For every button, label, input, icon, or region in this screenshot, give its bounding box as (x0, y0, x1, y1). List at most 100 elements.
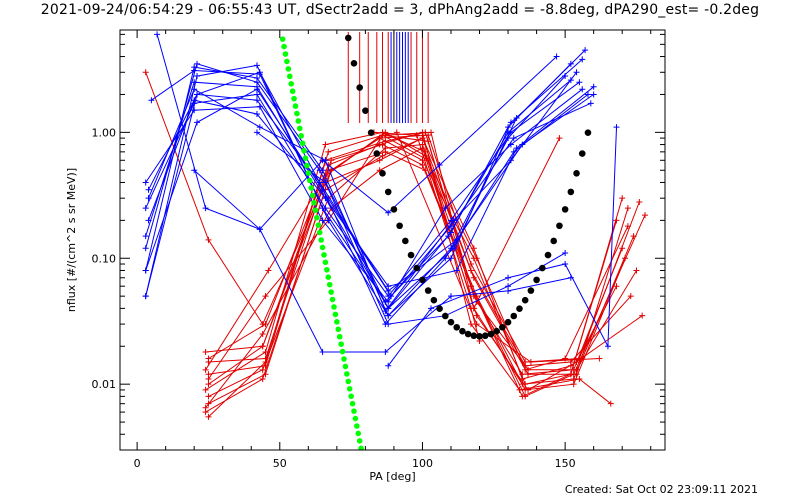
green-fit-dot (319, 244, 326, 251)
black-fit-dot (521, 296, 529, 304)
blue-series-point (142, 233, 149, 240)
blue-series-point (385, 362, 392, 369)
red-series-point (633, 267, 640, 274)
blue-series-point (445, 233, 452, 240)
green-fit-dot (279, 36, 286, 42)
blue-series-line (145, 88, 583, 303)
blue-series-point (256, 124, 263, 131)
green-fit-dot (284, 58, 290, 65)
y-axis-label: nflux [#/(cm^2 s sr MeV)] (65, 168, 78, 312)
red-series-point (467, 261, 474, 268)
x-tick-label: 100 (412, 457, 433, 470)
red-series-point (205, 381, 212, 388)
blue-series-point (154, 31, 161, 38)
blue-series-point (505, 274, 512, 281)
red-series-line (396, 132, 600, 363)
green-fit-dot (360, 453, 366, 459)
green-fit-dot (325, 274, 332, 281)
blue-series-point (202, 205, 209, 212)
black-fit-dot (430, 296, 438, 304)
blue-series-point (590, 83, 597, 90)
y-tick-label: 0.01 (92, 378, 117, 391)
green-fit-dot (334, 319, 340, 325)
blue-series-point (573, 69, 580, 76)
black-fit-dot (419, 276, 426, 284)
blue-series-point (145, 186, 152, 193)
blue-series-line (148, 93, 594, 292)
green-fit-dot (344, 371, 350, 377)
blue-series-point (322, 179, 329, 186)
blue-series-point (142, 205, 149, 212)
red-series-point (376, 157, 383, 164)
y-tick-label: 1.00 (92, 126, 117, 139)
red-series-point (142, 69, 149, 76)
green-fit-dot (336, 333, 343, 340)
red-series-point (570, 366, 577, 373)
black-fit-dot (470, 332, 478, 340)
red-series-point (262, 321, 269, 328)
green-fit-dot (315, 222, 322, 228)
blue-series-point (145, 217, 152, 224)
red-series-point (265, 267, 272, 274)
green-fit-dot (304, 162, 310, 169)
blue-series-point (385, 305, 392, 312)
green-fit-dot (352, 415, 359, 422)
black-fit-dot (464, 330, 472, 338)
black-fit-dot (527, 287, 535, 294)
blue-series-point (142, 179, 149, 186)
red-series-point (576, 375, 583, 382)
red-series-point (473, 312, 480, 319)
black-fit-dot (441, 312, 449, 320)
green-fit-dot (341, 356, 347, 362)
blue-series-point (579, 56, 586, 63)
red-series-point (627, 293, 634, 300)
red-series-point (607, 400, 614, 407)
green-fit-dot (332, 311, 339, 318)
black-fit-dot (550, 237, 558, 245)
red-series-point (202, 349, 209, 356)
black-fit-dot (510, 312, 518, 320)
red-series-point (522, 393, 529, 400)
red-series-point (519, 371, 526, 378)
blue-series-point (442, 205, 449, 212)
red-series-point (325, 148, 332, 155)
red-series-point (376, 141, 383, 148)
red-series-point (473, 255, 480, 262)
blue-series-point (382, 349, 389, 356)
blue-series-point (191, 167, 198, 174)
blue-series-point (428, 305, 435, 312)
blue-series-line (145, 63, 572, 310)
red-series-point (259, 366, 266, 373)
black-fit-dot (367, 129, 375, 136)
black-fit-dot (584, 129, 592, 136)
green-fit-dot (294, 110, 300, 117)
blue-series-point (576, 79, 583, 86)
blue-series-point (584, 91, 591, 98)
black-fit-dot (373, 150, 381, 157)
green-fit-dot (322, 259, 329, 266)
blue-series-line (145, 59, 583, 317)
blue-series-point (316, 179, 323, 186)
blue-series-line (193, 56, 557, 230)
blue-series-point (385, 312, 392, 319)
black-fit-dot (407, 251, 415, 259)
x-tick-label: 50 (273, 457, 287, 470)
red-series-point (262, 349, 269, 356)
green-fit-dot (306, 177, 313, 184)
black-fit-dot (424, 287, 432, 294)
black-fit-dot (493, 327, 500, 335)
black-fit-dot (567, 188, 575, 196)
green-fit-dot (335, 326, 342, 333)
blue-series-point (194, 91, 201, 98)
y-tick-label: 0.10 (92, 252, 117, 265)
blue-series-point (253, 79, 260, 86)
green-fit-dot (328, 289, 334, 295)
black-fit-dot (544, 251, 552, 259)
blue-series-point (325, 217, 332, 224)
blue-series-point (385, 209, 392, 216)
blue-series-point (567, 77, 574, 84)
green-fit-dot (355, 430, 362, 437)
green-fit-dot (346, 386, 353, 392)
blue-series-point (505, 283, 512, 290)
plot-area (142, 31, 649, 459)
